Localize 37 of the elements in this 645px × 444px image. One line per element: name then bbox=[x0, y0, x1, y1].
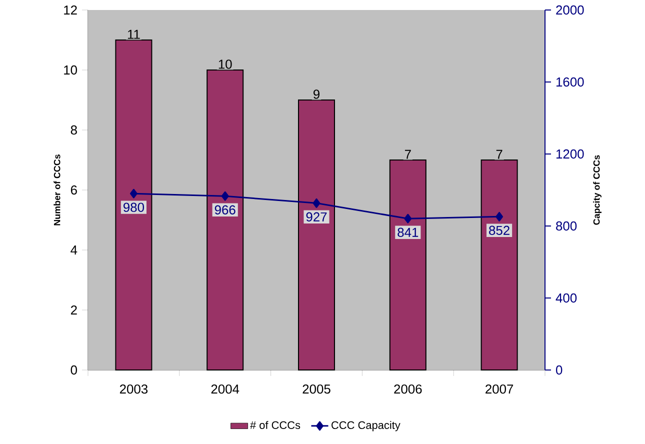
data-label: 980 bbox=[124, 202, 144, 212]
data-label: 927 bbox=[306, 212, 327, 222]
legend-label: CCC Capacity bbox=[332, 420, 400, 432]
y2-tick-label: 400 bbox=[556, 293, 577, 303]
y2-tick-label: 0 bbox=[556, 365, 562, 375]
y2-axis-title: Capcity of CCCs bbox=[593, 155, 602, 225]
x-tick-label: 2003 bbox=[120, 384, 148, 394]
data-label: 966 bbox=[214, 205, 236, 214]
x-tick-label: 2005 bbox=[302, 384, 330, 394]
y-tick-label: 2 bbox=[70, 305, 77, 315]
data-label: 9 bbox=[314, 90, 320, 99]
point bbox=[404, 214, 412, 224]
data-label: 7 bbox=[496, 150, 502, 159]
data-label: 10 bbox=[218, 60, 232, 69]
point bbox=[496, 212, 504, 222]
data-label: 841 bbox=[398, 228, 418, 237]
y2-tick-label: 1200 bbox=[556, 149, 584, 159]
x-tick-label: 2006 bbox=[394, 384, 422, 394]
data-label: 852 bbox=[489, 226, 510, 235]
y-tick-label: 6 bbox=[70, 185, 77, 195]
point bbox=[130, 188, 138, 198]
data-label: 7 bbox=[404, 150, 411, 159]
y-tick-label: 8 bbox=[70, 125, 77, 135]
y2-tick-label: 1600 bbox=[556, 77, 584, 87]
point bbox=[312, 198, 320, 208]
y2-tick-label: 2000 bbox=[556, 5, 584, 15]
y-tick-label: 10 bbox=[64, 65, 78, 75]
y2-tick-label: 800 bbox=[556, 221, 577, 231]
point bbox=[221, 191, 229, 201]
x-tick-label: 2007 bbox=[486, 384, 514, 394]
data-label: 11 bbox=[128, 30, 140, 39]
y-axis-title: Number of CCCs bbox=[54, 154, 60, 226]
x-tick-label: 2004 bbox=[211, 384, 240, 394]
y-tick-label: 4 bbox=[70, 246, 78, 254]
legend-label: # of CCCs bbox=[250, 421, 300, 430]
y-tick-label: 12 bbox=[64, 5, 77, 15]
y-tick-label: 0 bbox=[70, 365, 78, 375]
